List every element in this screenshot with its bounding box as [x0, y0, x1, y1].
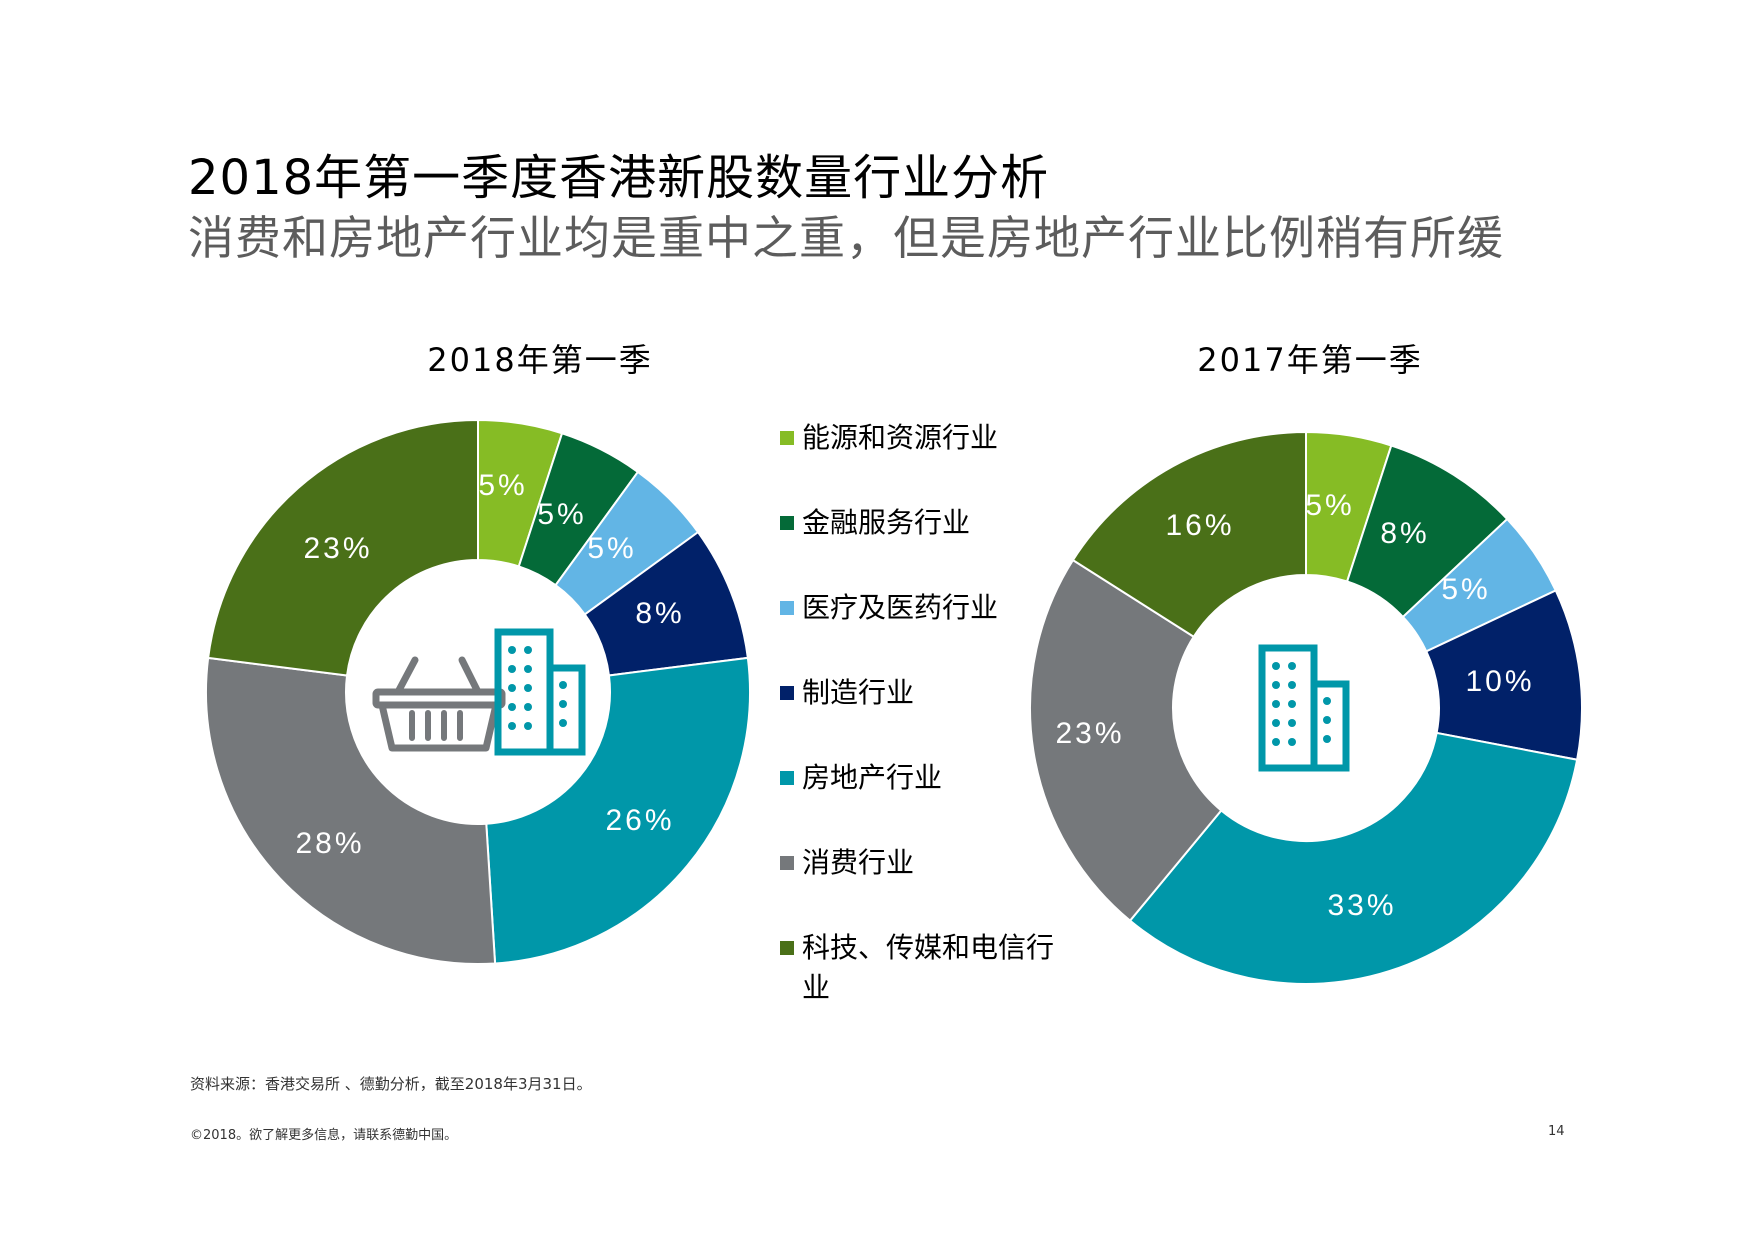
slice-label-3: 5% — [1441, 573, 1490, 606]
legend-swatch — [780, 601, 794, 615]
window-dot — [1323, 716, 1331, 724]
legend-label: 房地产行业 — [802, 761, 943, 794]
window-dot — [1288, 662, 1296, 670]
slice-label-5: 26% — [605, 804, 674, 837]
window-dot — [1272, 738, 1280, 746]
window-dot — [1272, 681, 1280, 689]
legend-item: 消费行业 — [780, 843, 1080, 928]
slice-label-7: 23% — [303, 532, 372, 565]
legend-item: 金融服务行业 — [780, 503, 1080, 588]
legend-swatch — [780, 771, 794, 785]
legend: 能源和资源行业 金融服务行业 医疗及医药行业 制造行业 房地产行业 消费行业 科… — [780, 418, 1080, 1008]
window-dot — [508, 684, 516, 692]
legend-swatch — [780, 516, 794, 530]
slice-label-2: 5% — [537, 498, 586, 531]
legend-item: 科技、传媒和电信行业 — [780, 928, 1080, 1008]
legend-label: 消费行业 — [802, 846, 915, 879]
window-dot — [508, 703, 516, 711]
window-dot — [508, 646, 516, 654]
slice-label-6: 23% — [1055, 717, 1124, 750]
window-dot — [524, 722, 532, 730]
slice-label-5: 33% — [1327, 889, 1396, 922]
window-dot — [559, 681, 567, 689]
legend-item: 房地产行业 — [780, 758, 1080, 843]
window-dot — [1323, 735, 1331, 743]
slice-label-4: 8% — [635, 597, 684, 630]
window-dot — [524, 703, 532, 711]
slice-label-3: 5% — [587, 532, 636, 565]
window-dot — [1272, 662, 1280, 670]
page-number: 14 — [1548, 1124, 1565, 1139]
donut-slice-7 — [1071, 430, 1307, 639]
legend-label: 医疗及医药行业 — [802, 591, 999, 624]
chart-2018-title: 2018年第一季 — [427, 341, 653, 379]
window-dot — [1288, 719, 1296, 727]
legend-swatch — [780, 856, 794, 870]
slice-label-6: 28% — [295, 827, 364, 860]
window-dot — [508, 722, 516, 730]
window-dot — [524, 665, 532, 673]
legend-swatch — [780, 431, 794, 445]
window-dot — [524, 646, 532, 654]
building-icon — [1258, 644, 1350, 772]
slice-label-4: 10% — [1465, 665, 1534, 698]
window-dot — [559, 700, 567, 708]
slice-label-2: 8% — [1380, 517, 1429, 550]
donut-slice-6 — [1029, 558, 1223, 923]
building-icon — [494, 628, 586, 756]
source-note: 资料来源：香港交易所 、德勤分析，截至2018年3月31日。 — [190, 1075, 592, 1093]
legend-item: 医疗及医药行业 — [780, 588, 1080, 673]
window-dot — [524, 684, 532, 692]
window-dot — [1288, 681, 1296, 689]
slice-label-1: 5% — [1305, 489, 1354, 522]
window-dot — [559, 719, 567, 727]
window-dot — [1272, 719, 1280, 727]
slice-label-1: 5% — [478, 469, 527, 502]
legend-swatch — [780, 686, 794, 700]
donut-slice-6 — [205, 656, 497, 965]
legend-label: 能源和资源行业 — [802, 421, 999, 454]
shopping-basket-icon — [372, 656, 506, 752]
window-dot — [1288, 700, 1296, 708]
legend-item: 能源和资源行业 — [780, 418, 1080, 503]
donut-slice-5 — [1128, 731, 1579, 985]
donut-slice-5 — [485, 656, 751, 965]
legend-label: 制造行业 — [802, 676, 915, 709]
slice-label-7: 16% — [1165, 509, 1234, 542]
window-dot — [1288, 738, 1296, 746]
donut-slice-7 — [207, 418, 479, 677]
legend-label: 金融服务行业 — [802, 506, 971, 539]
chart-2017-title: 2017年第一季 — [1197, 341, 1423, 379]
page-title: 2018年第一季度香港新股数量行业分析 — [188, 150, 1050, 206]
copyright-note: ©2018。欲了解更多信息，请联系德勤中国。 — [190, 1128, 458, 1143]
page-subtitle: 消费和房地产行业均是重中之重，但是房地产行业比例稍有所缓 — [188, 211, 1504, 265]
legend-swatch — [780, 941, 794, 955]
legend-label: 科技、传媒和电信行业 — [802, 931, 1055, 1004]
window-dot — [508, 665, 516, 673]
window-dot — [1272, 700, 1280, 708]
window-dot — [1323, 697, 1331, 705]
legend-item: 制造行业 — [780, 673, 1080, 758]
